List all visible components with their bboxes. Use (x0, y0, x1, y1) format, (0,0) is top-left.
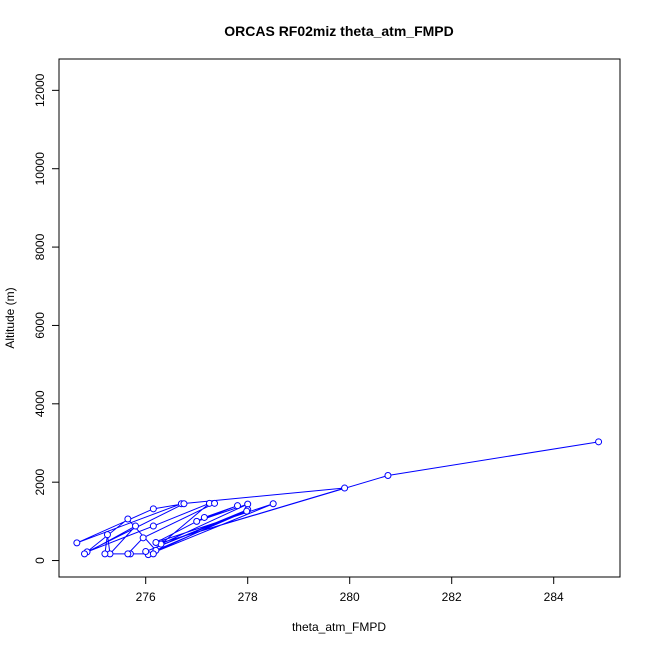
series-layer (73, 438, 603, 559)
data-point (142, 548, 150, 556)
data-point (149, 522, 157, 530)
data-point (595, 438, 603, 446)
y-tick-label: 8000 (33, 233, 47, 260)
y-tick-label: 2000 (33, 469, 47, 496)
data-point (193, 517, 201, 525)
series-line (76, 441, 599, 556)
data-point (124, 550, 132, 558)
x-tick-label: 276 (136, 590, 156, 604)
y-tick-label: 10000 (33, 152, 47, 186)
y-axis-label: Altitude (m) (3, 287, 17, 348)
data-point (81, 550, 88, 558)
data-point (200, 513, 208, 521)
data-point (139, 534, 147, 542)
data-point (103, 531, 111, 539)
y-tick-label: 4000 (33, 390, 47, 417)
y-tick-label: 0 (33, 557, 47, 564)
data-point (243, 507, 251, 515)
data-point (180, 500, 188, 508)
x-tick-label: 280 (340, 590, 360, 604)
data-point (152, 539, 160, 547)
data-point (341, 484, 349, 492)
x-axis-label: theta_atm_FMPD (292, 620, 386, 634)
y-tick-label: 6000 (33, 312, 47, 339)
data-point (124, 515, 132, 523)
plot-frame (58, 58, 621, 578)
x-tick-label: 284 (544, 590, 564, 604)
x-axis: 276 278 280 282 284 (136, 576, 564, 604)
x-tick-label: 278 (238, 590, 258, 604)
data-point (149, 505, 157, 513)
chart-title: ORCAS RF02miz theta_atm_FMPD (224, 23, 454, 39)
data-point (101, 550, 109, 558)
data-point (234, 502, 241, 510)
data-point (73, 539, 81, 547)
data-point (211, 499, 219, 507)
data-point (384, 472, 392, 480)
data-point (149, 550, 157, 558)
y-axis: 0 2000 4000 6000 8000 10000 12000 (33, 73, 60, 564)
data-point (269, 500, 277, 508)
x-tick-label: 282 (442, 590, 462, 604)
data-point (132, 522, 139, 530)
y-tick-label: 12000 (33, 73, 47, 107)
